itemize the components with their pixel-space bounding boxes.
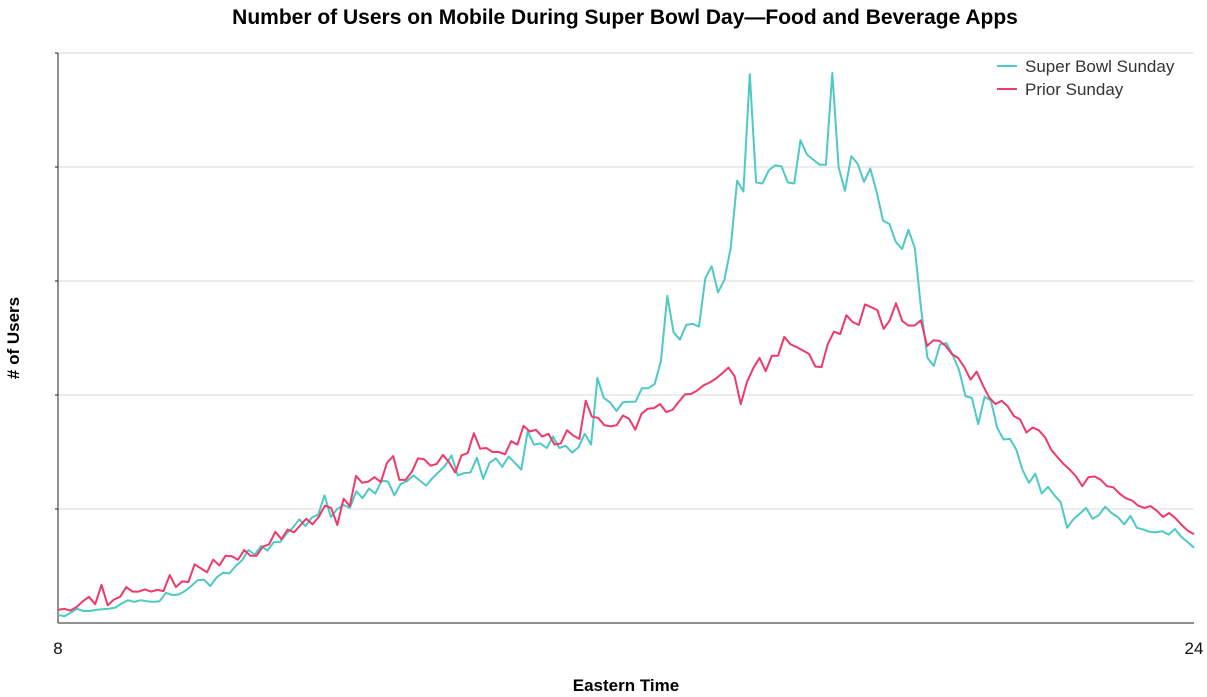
x-tick-label-end: 24 [1185,639,1204,658]
gridlines [58,52,1194,510]
y-axis-ticks [55,52,58,510]
x-tick-label-start: 8 [53,639,62,658]
series-line-prior-sunday [57,302,1195,612]
series-layer [57,72,1195,618]
chart-title: Number of Users on Mobile During Super B… [232,6,1018,29]
y-axis-title: # of Users [4,297,23,379]
x-axis-title: Eastern Time [573,676,679,695]
legend-label-super-bowl: Super Bowl Sunday [1025,57,1175,76]
legend: Super Bowl Sunday Prior Sunday [997,57,1175,99]
series-line-super-bowl-sunday [57,72,1195,618]
legend-label-prior: Prior Sunday [1025,80,1124,99]
